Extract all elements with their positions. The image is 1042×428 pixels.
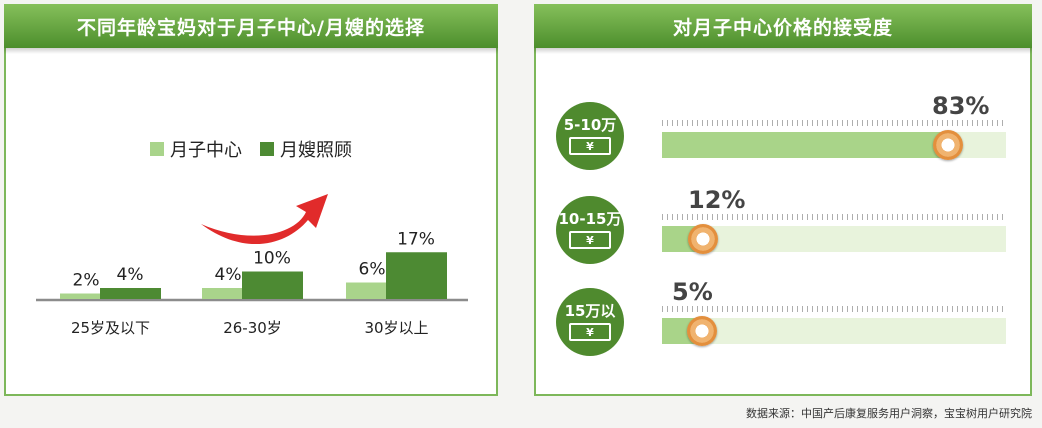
price-acceptance-panel: 对月子中心价格的接受度 5-10万 ¥83% 10-15万 ¥12% 15万以 ¥5%: [534, 4, 1032, 396]
trend-arrow-icon: [201, 194, 328, 245]
bar-track-1: [662, 226, 1006, 252]
left-panel-header: 不同年龄宝妈对于月子中心/月嫂的选择: [4, 4, 498, 54]
price-badge-1: 10-15万 ¥: [556, 196, 624, 264]
data-label-center-1: 4%: [215, 265, 242, 285]
banknote-icon: ¥: [569, 323, 611, 341]
right-panel-title: 对月子中心价格的接受度: [672, 16, 893, 39]
price-range-label-1: 10-15万: [558, 210, 622, 228]
value-marker-icon: [688, 224, 719, 254]
percentage-label-0: 83%: [932, 92, 990, 120]
data-label-nanny-0: 4%: [117, 265, 144, 285]
data-label-center-0: 2%: [73, 271, 100, 291]
bar-center-0: [60, 293, 121, 299]
data-source-note: 数据来源：中国产后康复服务用户洞察，宝宝树用户研究院: [746, 407, 1032, 420]
legend-item-center: 月子中心: [150, 136, 242, 162]
legend-label-nanny: 月嫂照顾: [280, 140, 352, 161]
percentage-label-1: 12%: [688, 186, 746, 214]
bar-center-1: [202, 288, 263, 299]
bar-nanny-1: [242, 271, 303, 299]
legend-swatch-nanny: [260, 142, 274, 156]
percentage-label-2: 5%: [672, 278, 713, 306]
banknote-icon: ¥: [569, 231, 611, 249]
bar-nanny-0: [100, 288, 161, 299]
bar-nanny-2: [386, 252, 447, 299]
data-label-nanny-1: 10%: [253, 249, 291, 269]
scale-ticks: [662, 214, 1006, 220]
left-panel-title: 不同年龄宝妈对于月子中心/月嫂的选择: [77, 16, 425, 39]
legend-swatch-center: [150, 142, 164, 156]
scale-ticks: [662, 306, 1006, 312]
category-label-2: 30岁以上: [364, 319, 428, 336]
bar-track-2: [662, 318, 1006, 344]
value-marker-icon: [687, 316, 717, 346]
age-bar-chart: 2% 4% 25岁及以下 4% 10% 26-30岁 6% 17% 30岁以上: [36, 194, 468, 336]
price-range-label-0: 5-10万: [563, 116, 617, 134]
price-row-0: 5-10万 ¥83%: [536, 92, 1034, 182]
price-badge-2: 15万以 ¥: [556, 288, 624, 356]
value-marker-icon: [932, 130, 963, 160]
price-range-label-2: 15万以: [564, 302, 616, 320]
price-row-2: 15万以 ¥5%: [536, 278, 1034, 368]
data-label-nanny-2: 17%: [397, 229, 435, 249]
price-row-1: 10-15万 ¥12%: [536, 186, 1034, 276]
legend-label-center: 月子中心: [170, 140, 242, 161]
data-label-center-2: 6%: [359, 260, 386, 280]
category-label-1: 26-30岁: [223, 319, 282, 336]
legend: 月子中心 月嫂照顾: [6, 136, 496, 162]
legend-item-nanny: 月嫂照顾: [260, 136, 352, 162]
banknote-icon: ¥: [569, 137, 611, 155]
right-panel-header: 对月子中心价格的接受度: [534, 4, 1032, 54]
age-choice-panel: 不同年龄宝妈对于月子中心/月嫂的选择 月子中心 月嫂照顾 2% 4% 25岁及以下 4…: [4, 4, 498, 396]
bar-fill-0: [662, 132, 948, 158]
scale-ticks: [662, 120, 1006, 126]
category-label-0: 25岁及以下: [71, 319, 150, 336]
price-badge-0: 5-10万 ¥: [556, 102, 624, 170]
